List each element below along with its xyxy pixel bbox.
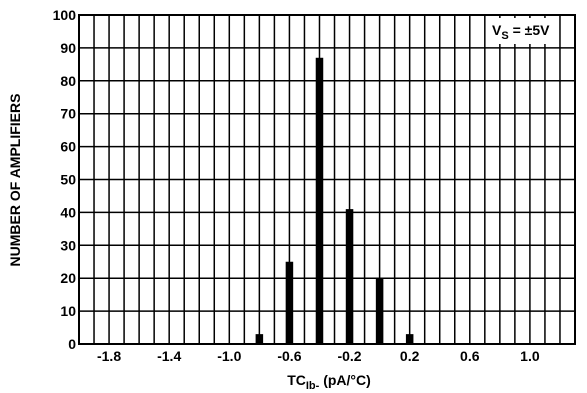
histogram-bar <box>405 334 414 344</box>
x-axis-label: TCIb- (pA/°C) <box>287 372 371 392</box>
x-tick-label: 0.2 <box>400 348 420 364</box>
y-tick-label: 20 <box>60 270 76 286</box>
plot-frame <box>78 14 576 345</box>
y-tick-label: 70 <box>60 106 76 122</box>
x-axis-label-subscript: Ib- <box>306 380 320 392</box>
x-tick-label: -0.2 <box>337 348 361 364</box>
annotation-main: V <box>492 22 502 38</box>
annotation-rest: = ±5V <box>509 22 550 38</box>
x-tick-label: 1.0 <box>520 348 540 364</box>
x-axis-label-unit: (pA/°C) <box>319 372 370 388</box>
y-axis-label: NUMBER OF AMPLIFIERS <box>7 94 23 267</box>
y-tick-labels: 0 10 20 30 40 50 60 70 80 90 100 <box>53 7 77 352</box>
annotation-subscript: S <box>501 30 508 42</box>
x-tick-labels: -1.8 -1.4 -1.0 -0.6 -0.2 0.2 0.6 1.0 <box>97 348 540 364</box>
bars <box>255 57 414 345</box>
supply-voltage-annotation: VS = ±5V <box>492 22 550 42</box>
histogram-bar <box>255 334 264 344</box>
grid-lines <box>79 15 575 344</box>
x-tick-label: -0.6 <box>277 348 301 364</box>
x-tick-label: -1.8 <box>97 348 121 364</box>
y-tick-label: 50 <box>60 172 76 188</box>
histogram-bar <box>345 209 354 344</box>
y-tick-label: 90 <box>60 40 76 56</box>
y-tick-label: 80 <box>60 73 76 89</box>
histogram-bar <box>285 261 294 344</box>
y-tick-label: 100 <box>53 7 77 23</box>
x-axis-label-main: TC <box>287 372 306 388</box>
y-tick-label: 30 <box>60 237 76 253</box>
annotation-background <box>487 18 559 44</box>
x-tick-label: -1.4 <box>157 348 181 364</box>
y-tick-label: 60 <box>60 139 76 155</box>
x-tick-label: -1.0 <box>217 348 241 364</box>
histogram-bar <box>375 278 384 344</box>
y-tick-label: 10 <box>60 303 76 319</box>
y-tick-label: 0 <box>68 336 76 352</box>
y-tick-label: 40 <box>60 204 76 220</box>
histogram-bar <box>315 57 324 345</box>
x-tick-label: 0.6 <box>460 348 480 364</box>
